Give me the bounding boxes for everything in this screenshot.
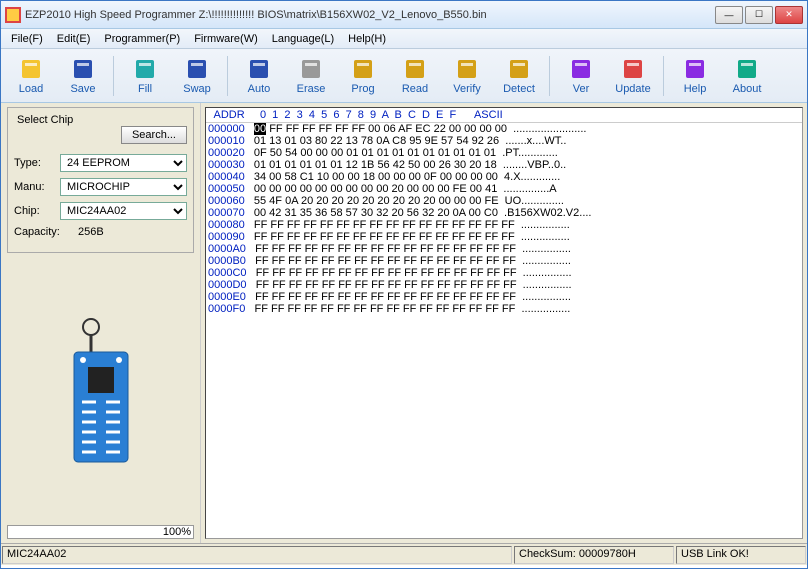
hex-row[interactable]: 000080 FF FF FF FF FF FF FF FF FF FF FF … xyxy=(206,219,802,231)
tool-label: Verify xyxy=(453,83,481,95)
swap-icon xyxy=(185,57,209,81)
tool-detect[interactable]: Detect xyxy=(495,52,543,100)
tool-label: About xyxy=(733,83,762,95)
app-icon xyxy=(5,7,21,23)
load-icon xyxy=(19,57,43,81)
hex-row[interactable]: 0000C0 FF FF FF FF FF FF FF FF FF FF FF … xyxy=(206,267,802,279)
tool-label: Read xyxy=(402,83,428,95)
tool-fill[interactable]: Fill xyxy=(121,52,169,100)
tool-erase[interactable]: Erase xyxy=(287,52,335,100)
tool-save[interactable]: Save xyxy=(59,52,107,100)
progress-bar: 100% xyxy=(7,525,194,539)
save-icon xyxy=(71,57,95,81)
menu-file[interactable]: File(F) xyxy=(5,31,49,47)
menubar: File(F)Edit(E)Programmer(P)Firmware(W)La… xyxy=(1,29,807,49)
toolbar: Load Save Fill Swap Auto Erase Prog Read Verify D… xyxy=(1,49,807,103)
hex-editor[interactable]: ADDR 0 1 2 3 4 5 6 7 8 9 A B C D E F ASC… xyxy=(205,107,803,539)
tool-label: Ver xyxy=(573,83,590,95)
hex-row[interactable]: 0000F0 FF FF FF FF FF FF FF FF FF FF FF … xyxy=(206,303,802,315)
tool-label: Help xyxy=(684,83,707,95)
hex-row[interactable]: 000000 00 FF FF FF FF FF FF 00 06 AF EC … xyxy=(206,123,802,135)
status-chip: MIC24AA02 xyxy=(2,546,512,564)
minimize-button[interactable]: — xyxy=(715,6,743,24)
hex-row[interactable]: 000090 FF FF FF FF FF FF FF FF FF FF FF … xyxy=(206,231,802,243)
select-chip-group: Select Chip Search... Type: 24 EEPROM Ma… xyxy=(7,107,194,253)
maximize-button[interactable]: ☐ xyxy=(745,6,773,24)
close-button[interactable]: ✕ xyxy=(775,6,803,24)
erase-icon xyxy=(299,57,323,81)
hex-row[interactable]: 000050 00 00 00 00 00 00 00 00 00 20 00 … xyxy=(206,183,802,195)
menu-firmware[interactable]: Firmware(W) xyxy=(188,31,264,47)
hex-row[interactable]: 000010 01 13 01 03 80 22 13 78 0A C8 95 … xyxy=(206,135,802,147)
detect-icon xyxy=(507,57,531,81)
read-icon xyxy=(403,57,427,81)
tool-prog[interactable]: Prog xyxy=(339,52,387,100)
tool-verify[interactable]: Verify xyxy=(443,52,491,100)
auto-icon xyxy=(247,57,271,81)
type-select[interactable]: 24 EEPROM xyxy=(60,154,187,172)
hex-row[interactable]: 0000E0 FF FF FF FF FF FF FF FF FF FF FF … xyxy=(206,291,802,303)
capacity-value: 256B xyxy=(78,226,104,238)
manu-label: Manu: xyxy=(14,181,56,193)
select-chip-title: Select Chip xyxy=(14,114,76,126)
hex-row[interactable]: 000030 01 01 01 01 01 01 12 1B 56 42 50 … xyxy=(206,159,802,171)
hex-row[interactable]: 000040 34 00 58 C1 10 00 00 18 00 00 00 … xyxy=(206,171,802,183)
hex-row[interactable]: 0000A0 FF FF FF FF FF FF FF FF FF FF FF … xyxy=(206,243,802,255)
manu-select[interactable]: MICROCHIP xyxy=(60,178,187,196)
hex-row[interactable]: 000070 00 42 31 35 36 58 57 30 32 20 56 … xyxy=(206,207,802,219)
capacity-label: Capacity: xyxy=(14,226,74,238)
hex-row[interactable]: 0000D0 FF FF FF FF FF FF FF FF FF FF FF … xyxy=(206,279,802,291)
hex-row[interactable]: 0000B0 FF FF FF FF FF FF FF FF FF FF FF … xyxy=(206,255,802,267)
tool-label: Update xyxy=(615,83,650,95)
tool-label: Erase xyxy=(297,83,326,95)
status-checksum: CheckSum: 00009780H xyxy=(514,546,674,564)
hex-pane: ADDR 0 1 2 3 4 5 6 7 8 9 A B C D E F ASC… xyxy=(201,103,807,543)
prog-icon xyxy=(351,57,375,81)
tool-label: Detect xyxy=(503,83,535,95)
menu-language[interactable]: Language(L) xyxy=(266,31,340,47)
tool-load[interactable]: Load xyxy=(7,52,55,100)
tool-swap[interactable]: Swap xyxy=(173,52,221,100)
tool-ver[interactable]: Ver xyxy=(557,52,605,100)
tool-read[interactable]: Read xyxy=(391,52,439,100)
chip-image xyxy=(7,267,194,517)
chip-label: Chip: xyxy=(14,205,56,217)
search-button[interactable]: Search... xyxy=(121,126,187,144)
titlebar: EZP2010 High Speed Programmer Z:\!!!!!!!… xyxy=(1,1,807,29)
verify-icon xyxy=(455,57,479,81)
chip-select[interactable]: MIC24AA02 xyxy=(60,202,187,220)
fill-icon xyxy=(133,57,157,81)
tool-about[interactable]: About xyxy=(723,52,771,100)
menu-edit[interactable]: Edit(E) xyxy=(51,31,97,47)
tool-update[interactable]: Update xyxy=(609,52,657,100)
hex-header: ADDR 0 1 2 3 4 5 6 7 8 9 A B C D E F ASC… xyxy=(206,108,802,123)
hex-row[interactable]: 000020 0F 50 54 00 00 00 01 01 01 01 01 … xyxy=(206,147,802,159)
tool-label: Prog xyxy=(351,83,374,95)
about-icon xyxy=(735,57,759,81)
tool-auto[interactable]: Auto xyxy=(235,52,283,100)
update-icon xyxy=(621,57,645,81)
tool-label: Save xyxy=(70,83,95,95)
left-panel: Select Chip Search... Type: 24 EEPROM Ma… xyxy=(1,103,201,543)
status-usb: USB Link OK! xyxy=(676,546,806,564)
help-icon xyxy=(683,57,707,81)
tool-label: Load xyxy=(19,83,43,95)
tool-label: Swap xyxy=(183,83,211,95)
type-label: Type: xyxy=(14,157,56,169)
hex-row[interactable]: 000060 55 4F 0A 20 20 20 20 20 20 20 20 … xyxy=(206,195,802,207)
menu-help[interactable]: Help(H) xyxy=(342,31,392,47)
tool-help[interactable]: Help xyxy=(671,52,719,100)
statusbar: MIC24AA02 CheckSum: 00009780H USB Link O… xyxy=(1,543,807,565)
tool-label: Auto xyxy=(248,83,271,95)
menu-programmer[interactable]: Programmer(P) xyxy=(98,31,186,47)
window-title: EZP2010 High Speed Programmer Z:\!!!!!!!… xyxy=(25,9,715,21)
ver-icon xyxy=(569,57,593,81)
tool-label: Fill xyxy=(138,83,152,95)
